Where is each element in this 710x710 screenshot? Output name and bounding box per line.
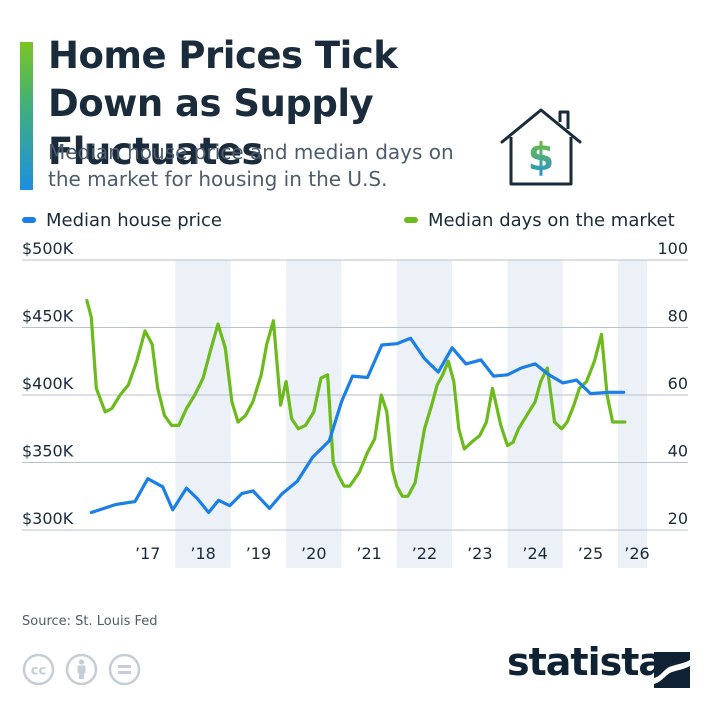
source-note: Source: St. Louis Fed	[22, 614, 158, 629]
statista-logo-icon[interactable]	[654, 652, 690, 688]
statista-wordmark[interactable]: statista	[507, 640, 664, 684]
svg-text:cc: cc	[31, 664, 46, 679]
x-axis-tick-label: ’23	[467, 544, 492, 563]
no-derivatives-icon[interactable]	[108, 653, 141, 686]
x-axis-tick-label: ’17	[135, 544, 160, 563]
year-band-2026	[618, 260, 647, 568]
right-axis-tick-label: 80	[668, 307, 688, 326]
page-title: Home Prices Tick Down as Supply Fluctuat…	[48, 34, 398, 173]
right-axis-tick-label: 40	[668, 442, 688, 461]
legend-label-price: Median house price	[46, 209, 222, 231]
attribution-icon[interactable]	[65, 653, 98, 686]
x-axis-tick-label: ’20	[301, 544, 326, 563]
series-layer	[85, 298, 627, 515]
year-band-2022	[396, 260, 453, 568]
left-axis-ticks: $300K $350K $400K $450K $500K	[22, 239, 74, 528]
right-axis-tick-label: 60	[668, 374, 688, 393]
legend-swatch-days	[404, 217, 418, 223]
x-axis-tick-label: ’26	[624, 544, 649, 563]
left-axis-tick-label: $500K	[22, 239, 74, 258]
x-axis-ticks: ’17 ’18 ’19 ’20 ’21 ’22 ’23 ’24 ’25 ’26	[135, 544, 650, 563]
series-line-median-days-on-market	[85, 298, 627, 498]
x-axis-tick-label: ’24	[522, 544, 547, 563]
page-subtitle: Median house price and median days on th…	[48, 140, 454, 191]
x-axis-tick-label: ’22	[412, 544, 437, 563]
creative-commons-icon[interactable]: cc	[22, 653, 55, 686]
legend-item-days: Median days on the market	[404, 207, 675, 233]
legend-swatch-price	[22, 217, 36, 223]
right-axis-ticks: 20 40 60 80 100	[657, 239, 688, 528]
x-axis-tick-label: ’21	[356, 544, 381, 563]
title-accent-bar	[20, 42, 33, 190]
left-axis-tick-label: $450K	[22, 307, 74, 326]
left-axis-tick-label: $350K	[22, 442, 74, 461]
series-line-median-house-price	[89, 336, 626, 515]
left-axis-tick-label: $300K	[22, 509, 74, 528]
legend-item-price: Median house price	[22, 207, 222, 233]
x-axis-tick-label: ’19	[246, 544, 271, 563]
x-axis-tick-label: ’18	[190, 544, 215, 563]
right-axis-tick-label: 20	[668, 509, 688, 528]
house-dollar-icon: $	[500, 108, 582, 186]
left-axis-tick-label: $400K	[22, 374, 74, 393]
right-axis-tick-label: 100	[657, 239, 688, 258]
year-bands	[175, 260, 647, 568]
legend-label-days: Median days on the market	[428, 209, 675, 231]
svg-text:$: $	[528, 135, 554, 179]
x-axis-tick-label: ’25	[578, 544, 603, 563]
line-chart: $300K $350K $400K $450K $500K 20 40 60 80 100 ’1…	[22, 239, 688, 568]
